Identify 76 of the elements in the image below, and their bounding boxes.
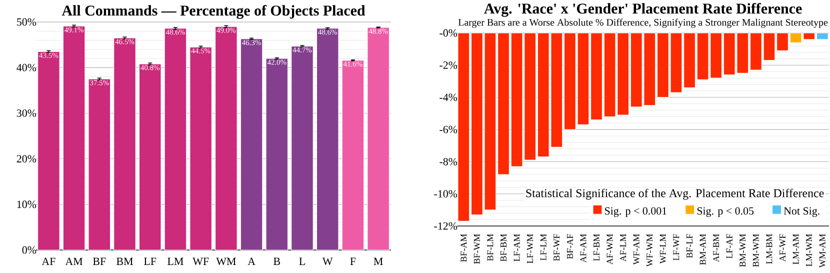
x-tick-label: WM-AM (819, 234, 826, 268)
x-tick-label: LF-AM (514, 234, 520, 262)
x-tick-label: A (248, 258, 256, 265)
bar (214, 26, 238, 250)
bar (164, 28, 187, 250)
x-tick-label: BM-WM (740, 234, 746, 267)
x-tick-label: LF-AF (726, 234, 732, 258)
bar (240, 38, 263, 250)
x-tick-label: WM (216, 258, 236, 266)
x-tick-label: LF-WF (673, 234, 680, 260)
bar (291, 46, 314, 250)
y-tick-label: -12% (434, 222, 458, 230)
x-tick-label: LM-BM (766, 234, 772, 264)
y-tick-label: -4% (440, 94, 458, 102)
y-tick-label: 30% (16, 109, 36, 117)
x-tick-label: LM-WM (806, 234, 812, 266)
y-tick-label: -0% (440, 29, 458, 37)
chart-title: Avg. 'Race' x 'Gender' Placement Rate Difference (484, 2, 802, 17)
y-tick-label: -8% (440, 158, 458, 166)
legend-label: Sig. p < 0.05 (697, 207, 754, 217)
chart-title: All Commands — Percentage of Objects Placed (62, 4, 366, 19)
y-tick-label: -2% (440, 61, 458, 69)
legend-label: Sig. p < 0.001 (605, 207, 666, 217)
x-tick-label: BF-LF (686, 234, 692, 258)
legend-title: Statistical Significance of the Avg. Placement Rate Difference (526, 188, 824, 200)
x-tick-label: BF-AM (460, 234, 467, 262)
y-tick-label: 0% (22, 246, 36, 254)
bar (190, 46, 212, 250)
x-tick-label: W (322, 258, 333, 266)
x-tick-label: BF-WF (554, 234, 560, 261)
chart-subtitle: Larger Bars are a Worse Absolute % Difference, Signifying a Stronger Malignant Stereotype (458, 18, 828, 28)
x-tick-label: B (274, 258, 280, 265)
x-tick-label: BF-WM (474, 234, 480, 264)
y-tick-label: -6% (440, 126, 458, 134)
x-tick-label: BF-BM (500, 234, 506, 262)
x-tick-label: BF-LM (487, 234, 494, 261)
x-tick-label: LF (144, 258, 156, 265)
bar (367, 27, 390, 250)
y-tick-label: 10% (17, 200, 36, 208)
x-tick-label: AF-WM (606, 234, 613, 265)
x-tick-label: LF-BM (594, 234, 600, 261)
bar (316, 28, 339, 250)
bar (37, 51, 60, 250)
bar (266, 58, 288, 250)
x-tick-label: BM (116, 258, 133, 265)
x-tick-label: AF-LM (620, 234, 626, 262)
x-tick-label: AF-BM (713, 234, 720, 262)
x-tick-label: AM (65, 258, 83, 265)
y-tick-label: 50% (17, 18, 36, 26)
x-tick-label: AF (42, 258, 56, 265)
x-tick-label: F (350, 258, 356, 265)
bar (62, 26, 86, 250)
bar (88, 78, 111, 250)
x-tick-label: BM-AM (700, 234, 706, 265)
x-tick-label: WF (192, 258, 209, 266)
x-tick-label: LM (168, 258, 184, 265)
x-tick-label: LF-WM (527, 234, 534, 264)
y-tick-label: 20% (16, 155, 36, 163)
x-tick-label: LM-AM (792, 234, 799, 264)
y-tick-label: 40% (16, 64, 36, 72)
bar (138, 64, 162, 250)
x-tick-label: WF-AM (633, 234, 640, 265)
bar (114, 38, 136, 250)
x-tick-label: BF-AF (566, 234, 573, 259)
x-tick-label: AF-AM (580, 234, 586, 263)
x-tick-label: BM-WM (752, 234, 759, 267)
bar (342, 60, 364, 250)
x-tick-label: WF-WM (646, 234, 653, 267)
y-tick-label: -10% (434, 190, 458, 198)
x-tick-label: M (374, 258, 383, 265)
x-tick-label: LF-LM (540, 234, 546, 260)
legend-label: Not Sig. (784, 207, 820, 217)
x-tick-label: BF (93, 258, 106, 265)
x-tick-label: L (299, 258, 305, 265)
x-tick-label: WF-LM (660, 234, 666, 264)
x-tick-label: AF-WF (779, 234, 786, 262)
